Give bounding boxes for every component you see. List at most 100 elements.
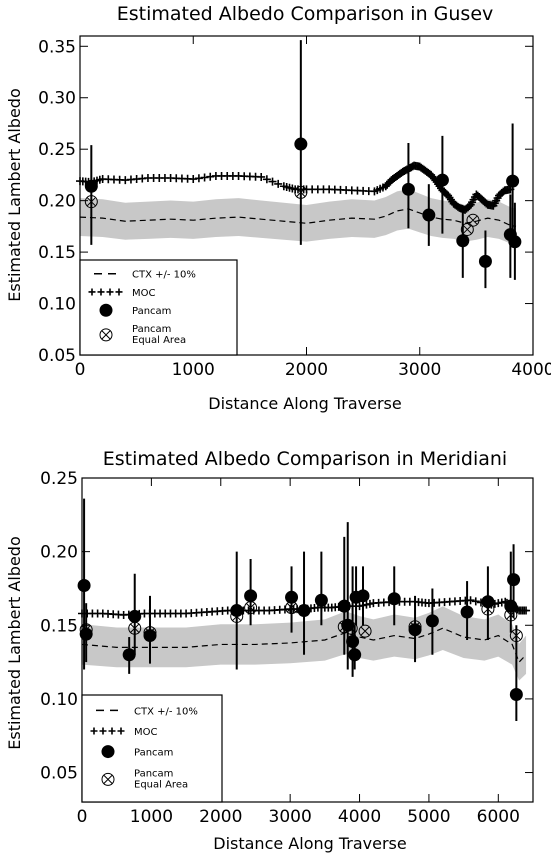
gusev-chart: Estimated Albedo Comparison in Gusev Dis… [5, 3, 551, 413]
legend-moc-label: MOC [134, 727, 157, 738]
x-axis-label: Distance Along Traverse [213, 834, 406, 853]
equal-area-x [346, 623, 356, 633]
pancam-point [507, 573, 521, 587]
pancam-point [84, 179, 98, 193]
x-axis-label: Distance Along Traverse [208, 394, 401, 413]
y-tick-label: 0.10 [40, 690, 78, 710]
pancam-point [508, 235, 522, 249]
equal-area-x [287, 603, 296, 612]
meridiani-chart: Estimated Albedo Comparison in Meridiani… [5, 448, 534, 853]
legend-ctx-label: CTX +/- 10% [134, 706, 198, 717]
x-tick-label: 0 [75, 360, 86, 380]
pancam-point [435, 173, 449, 187]
moc-point [274, 179, 283, 188]
pancam-point [509, 687, 523, 701]
equal-area-x [86, 197, 96, 207]
equal-area-x [246, 603, 255, 612]
pancam-point [408, 623, 422, 637]
equal-area-point [79, 623, 93, 637]
equal-area-point [460, 222, 474, 236]
equal-area-point [244, 601, 258, 615]
equal-area-x [360, 626, 370, 636]
pancam-point [422, 208, 436, 222]
equal-area-point [344, 621, 358, 635]
y-tick-label: 0.05 [40, 764, 78, 784]
equal-area-point [358, 624, 372, 638]
equal-area-x [145, 628, 155, 637]
ctx-line [81, 627, 527, 664]
equal-area-point [230, 609, 244, 623]
y-tick-label: 0.05 [38, 346, 76, 366]
ctx-band [80, 189, 517, 245]
pancam-point [314, 593, 328, 607]
equal-area-x [468, 215, 478, 225]
equal-area-point [128, 621, 142, 635]
pancam-point [481, 595, 495, 609]
legend-equal-label-1: Pancam [134, 768, 173, 779]
x-tick-label: 3000 [269, 807, 312, 827]
pancam-point [460, 605, 474, 619]
pancam-point [346, 634, 360, 648]
legend-pancam-symbol [99, 303, 113, 317]
pancam-point [297, 604, 311, 618]
moc-point [522, 606, 531, 615]
pancam-point [128, 609, 142, 623]
equal-area-x [81, 625, 91, 635]
y-tick-label: 0.15 [38, 243, 76, 263]
equal-area-x [130, 623, 140, 633]
equal-area-point [481, 602, 495, 616]
legend-ctx-label: CTX +/- 10% [132, 270, 196, 281]
equal-area-x [410, 622, 420, 632]
x-tick-label: 2000 [285, 360, 328, 380]
pancam-point [77, 579, 91, 593]
pancam-point [356, 589, 370, 603]
y-axis-label: Estimated Lambert Albedo [5, 536, 24, 750]
equal-area-point [509, 629, 523, 643]
legend-equal-label-2: Equal Area [132, 335, 186, 346]
x-tick-label: 4000 [338, 807, 381, 827]
legend-moc-symbol [106, 288, 114, 296]
legend-equal-symbol [101, 772, 115, 786]
equal-area-point [466, 213, 480, 227]
legend-moc-symbol [117, 727, 125, 735]
pancam-point [348, 648, 362, 662]
y-axis-label: Estimated Lambert Albedo [5, 88, 24, 302]
equal-area-x [483, 604, 493, 614]
moc-point [471, 597, 480, 606]
pancam-point [401, 182, 415, 196]
y-tick-label: 0.30 [38, 89, 76, 109]
y-tick-label: 0.15 [40, 616, 78, 636]
legend-moc-symbol [108, 727, 116, 735]
legend-moc-symbol [97, 288, 105, 296]
equal-area-x [511, 631, 521, 640]
equal-area-point [285, 601, 299, 615]
pancam-point [478, 254, 492, 268]
moc-point [262, 175, 271, 184]
equal-area-point [294, 185, 308, 199]
legend-moc-label: MOC [132, 288, 155, 299]
x-tick-label: 0 [77, 807, 88, 827]
x-tick-label: 2000 [199, 807, 242, 827]
legend-moc-symbol [115, 288, 123, 296]
legend-equal-x [101, 330, 111, 340]
legend-moc-symbol [99, 727, 107, 735]
equal-area-x [296, 188, 306, 197]
x-tick-label: 1000 [130, 807, 173, 827]
legend-pancam-label: Pancam [132, 306, 171, 317]
pancam-point [79, 627, 93, 641]
legend-equal-x [103, 775, 113, 784]
moc-point [268, 177, 277, 186]
x-tick-label: 4000 [511, 360, 551, 380]
y-tick-label: 0.25 [40, 469, 78, 489]
y-tick-label: 0.20 [40, 543, 78, 563]
pancam-point [294, 137, 308, 151]
ctx-line [79, 208, 517, 227]
pancam-point [122, 648, 136, 662]
legend-pancam-symbol [101, 745, 115, 759]
equal-area-point [143, 626, 157, 640]
pancam-point [387, 592, 401, 606]
x-tick-label: 1000 [172, 360, 215, 380]
legend-equal-label-2: Equal Area [134, 779, 188, 790]
moc-point [257, 172, 266, 181]
